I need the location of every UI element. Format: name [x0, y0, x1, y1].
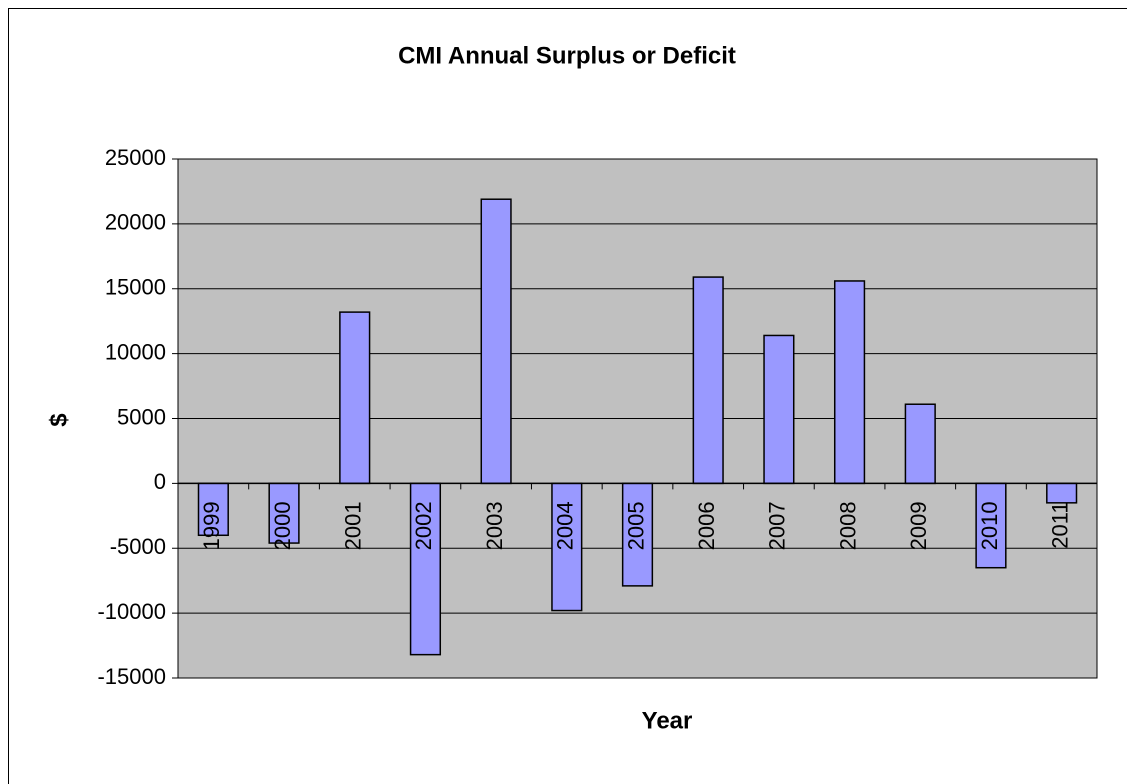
- y-tick-label: 10000: [105, 339, 166, 364]
- x-tick-label: 2003: [482, 501, 507, 550]
- x-tick-label: 2000: [270, 501, 295, 550]
- bar: [763, 334, 795, 485]
- bar: [621, 482, 654, 587]
- x-tick-label: 2011: [1047, 501, 1072, 548]
- y-tick-label: -5000: [110, 534, 166, 559]
- x-tick-label: 2008: [835, 501, 860, 550]
- chart-title: CMI Annual Surplus or Deficit: [398, 42, 736, 69]
- x-tick-label: 2006: [694, 501, 719, 550]
- x-tick-label: 2009: [906, 501, 931, 550]
- x-tick-label: 2004: [553, 501, 578, 550]
- bar: [833, 280, 866, 485]
- y-tick-label: 25000: [105, 145, 166, 170]
- y-tick-label: 0: [154, 469, 166, 494]
- bar: [1046, 482, 1078, 504]
- bar: [975, 482, 1007, 569]
- y-tick-label: 5000: [117, 404, 166, 429]
- plot-border: [177, 158, 1098, 679]
- x-tick-label: 1999: [199, 501, 224, 550]
- y-tick-label: -10000: [97, 599, 166, 624]
- bar: [904, 403, 936, 485]
- bar: [692, 276, 724, 485]
- y-tick-label: 15000: [105, 275, 166, 300]
- x-tick-label: 2001: [341, 501, 366, 550]
- bar: [339, 311, 371, 485]
- bar: [197, 482, 229, 537]
- x-tick-label: 2002: [411, 501, 436, 550]
- x-tick-label: 2007: [765, 501, 790, 550]
- bar: [551, 482, 583, 612]
- y-axis-label: $: [45, 413, 72, 427]
- y-tick-label: 20000: [105, 210, 166, 235]
- y-tick-label: -15000: [97, 664, 166, 689]
- bar: [480, 198, 512, 485]
- bar: [268, 482, 300, 544]
- x-axis-label: Year: [642, 707, 693, 734]
- x-tick-label: 2010: [977, 501, 1002, 550]
- bar: [409, 482, 442, 656]
- x-tick-label: 2005: [623, 501, 648, 550]
